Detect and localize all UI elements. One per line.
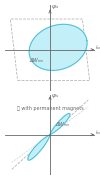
Text: Ⓐ with permanent magnets: Ⓐ with permanent magnets <box>17 106 83 110</box>
Polygon shape <box>29 24 87 70</box>
Text: $i_{smax}$: $i_{smax}$ <box>95 43 100 52</box>
Polygon shape <box>28 114 70 160</box>
Text: ΔWₘₙ: ΔWₘₙ <box>29 58 44 63</box>
Text: $\psi_s$: $\psi_s$ <box>51 92 60 100</box>
Text: $\psi_s$: $\psi_s$ <box>51 3 60 11</box>
Text: $i_{smax}$: $i_{smax}$ <box>95 128 100 137</box>
Text: ΔWₘₙ: ΔWₘₙ <box>56 122 70 126</box>
